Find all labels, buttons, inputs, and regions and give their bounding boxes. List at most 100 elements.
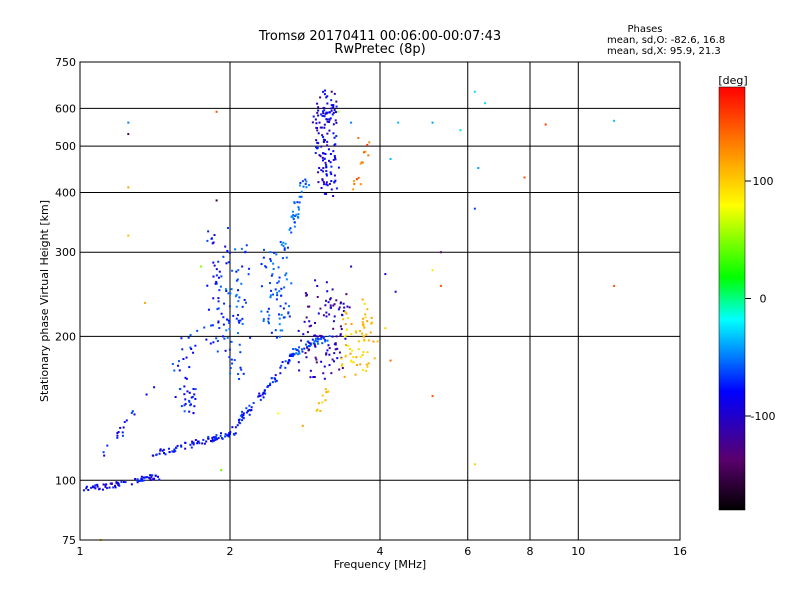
data-point: [366, 308, 369, 311]
data-point: [310, 324, 313, 327]
data-point: [226, 227, 229, 230]
data-point: [305, 186, 308, 189]
data-point: [330, 109, 333, 112]
data-point: [224, 288, 227, 291]
data-point: [228, 251, 231, 254]
data-point: [366, 320, 369, 323]
grid-layer: [80, 62, 680, 540]
data-point: [274, 288, 277, 291]
data-point: [240, 413, 243, 416]
data-point: [269, 384, 272, 387]
data-point: [271, 273, 274, 276]
data-point: [275, 253, 278, 256]
data-point: [267, 322, 270, 325]
data-point: [116, 436, 119, 439]
data-point: [236, 278, 239, 281]
data-point: [186, 390, 189, 393]
data-point: [192, 441, 195, 444]
data-point: [227, 292, 230, 295]
data-point: [230, 340, 233, 343]
data-point: [323, 192, 326, 195]
data-point: [218, 327, 221, 330]
data-point: [259, 398, 262, 401]
data-point: [322, 110, 325, 113]
data-point: [117, 483, 120, 486]
data-point: [333, 109, 336, 112]
data-point: [344, 337, 347, 340]
data-point: [120, 480, 123, 483]
data-point: [317, 181, 320, 184]
data-point: [322, 152, 325, 155]
data-point: [321, 156, 324, 159]
data-point: [337, 110, 340, 113]
data-point: [151, 454, 154, 457]
data-point: [329, 153, 332, 156]
data-point: [275, 298, 278, 301]
data-point: [339, 334, 342, 337]
data-point: [297, 329, 300, 332]
data-point: [183, 385, 186, 388]
data-point: [241, 322, 244, 325]
data-point: [234, 426, 237, 429]
data-point: [290, 282, 293, 285]
data-point: [98, 487, 101, 490]
data-point: [370, 322, 373, 325]
data-point: [327, 344, 330, 347]
data-point: [270, 289, 273, 292]
data-point: [238, 296, 241, 299]
data-point: [314, 152, 317, 155]
data-point: [242, 412, 245, 415]
data-point: [324, 304, 327, 307]
data-point: [325, 391, 328, 394]
data-point: [231, 269, 234, 272]
data-point: [182, 358, 185, 361]
data-point: [389, 359, 392, 362]
data-point: [319, 96, 322, 99]
data-point: [290, 231, 293, 234]
data-point: [332, 150, 335, 153]
data-point: [225, 289, 228, 292]
data-point: [229, 292, 232, 295]
data-point: [313, 321, 316, 324]
data-point: [293, 353, 296, 356]
data-point: [326, 132, 329, 135]
data-point: [291, 210, 294, 213]
data-point: [243, 298, 246, 301]
data-point: [228, 305, 231, 308]
data-point: [300, 348, 303, 351]
data-point: [190, 446, 193, 449]
data-point: [94, 484, 97, 487]
data-point: [328, 111, 331, 114]
data-point: [304, 292, 307, 295]
data-point: [224, 349, 227, 352]
data-point: [283, 316, 286, 319]
data-point: [357, 176, 360, 179]
colorbar-tick-label: -100: [751, 410, 776, 423]
y-tick-labels: 75 100 200 300 400 500 600 750: [55, 56, 76, 547]
data-point: [235, 270, 238, 273]
data-point: [226, 318, 229, 321]
data-point: [90, 486, 93, 489]
data-point: [289, 227, 292, 230]
data-point: [369, 331, 372, 334]
data-point: [269, 260, 272, 263]
data-point: [355, 363, 358, 366]
y-tick-label: 300: [55, 246, 76, 259]
data-point: [332, 320, 335, 323]
data-point: [296, 349, 299, 352]
data-point: [174, 396, 177, 399]
data-point: [286, 246, 289, 249]
y-tick-label: 75: [62, 534, 76, 547]
data-point: [145, 393, 148, 396]
data-point: [237, 300, 240, 303]
data-point: [189, 443, 192, 446]
data-point: [317, 109, 320, 112]
data-point: [124, 481, 127, 484]
data-point: [219, 434, 222, 437]
data-point: [287, 311, 290, 314]
data-point: [193, 393, 196, 396]
data-point: [298, 369, 301, 372]
data-point: [216, 308, 219, 311]
data-point: [354, 373, 357, 376]
data-point: [325, 281, 328, 284]
